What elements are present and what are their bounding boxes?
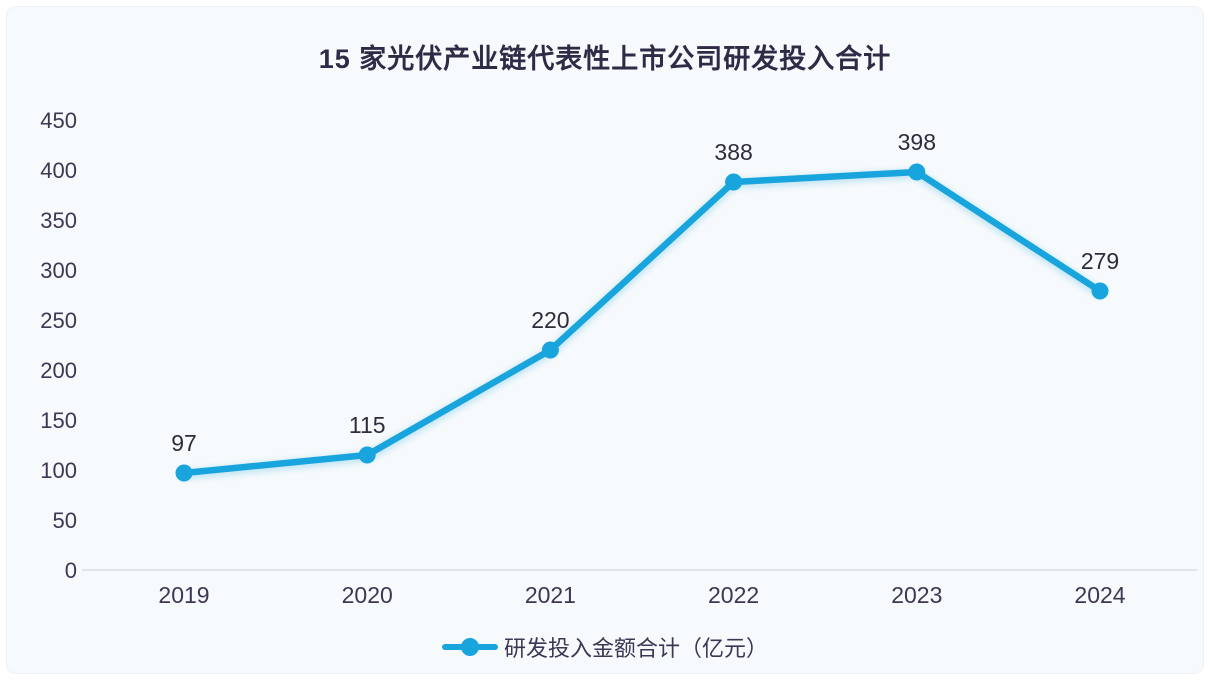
data-point-label: 115 xyxy=(349,412,386,438)
data-point xyxy=(725,174,742,191)
data-point xyxy=(359,447,376,464)
data-point xyxy=(542,342,559,359)
legend-line-marker-icon xyxy=(442,638,498,656)
data-point-label: 220 xyxy=(531,307,569,333)
data-point xyxy=(176,465,193,482)
x-tick-label: 2022 xyxy=(708,582,759,608)
y-tick-label: 100 xyxy=(40,458,77,483)
legend-label: 研发投入金额合计（亿元） xyxy=(504,631,768,663)
x-tick-label: 2024 xyxy=(1074,582,1125,608)
y-tick-label: 0 xyxy=(65,558,77,583)
data-point-label: 388 xyxy=(714,139,752,165)
x-tick-label: 2023 xyxy=(891,582,942,608)
x-tick-label: 2021 xyxy=(525,582,576,608)
data-point-label: 97 xyxy=(171,430,197,456)
y-tick-label: 150 xyxy=(40,408,77,433)
y-tick-label: 200 xyxy=(40,358,77,383)
data-point-label: 279 xyxy=(1081,248,1119,274)
y-tick-label: 300 xyxy=(40,258,77,283)
x-tick-label: 2019 xyxy=(158,582,209,608)
data-point xyxy=(1092,283,1109,300)
y-tick-label: 250 xyxy=(40,308,77,333)
chart-legend: 研发投入金额合计（亿元） xyxy=(7,631,1203,663)
y-tick-label: 400 xyxy=(40,158,77,183)
chart-canvas: 0 50 100 150 200 250 300 350 400 450 2019 2020 2021 2… xyxy=(7,7,1210,687)
x-tick-label: 2020 xyxy=(342,582,393,608)
legend-item-series[interactable]: 研发投入金额合计（亿元） xyxy=(442,631,768,663)
y-tick-label: 50 xyxy=(53,508,77,533)
series-line xyxy=(184,172,1100,473)
y-tick-label: 350 xyxy=(40,208,77,233)
y-tick-label: 450 xyxy=(40,108,77,133)
data-point-label: 398 xyxy=(898,129,936,155)
data-point xyxy=(908,164,925,181)
